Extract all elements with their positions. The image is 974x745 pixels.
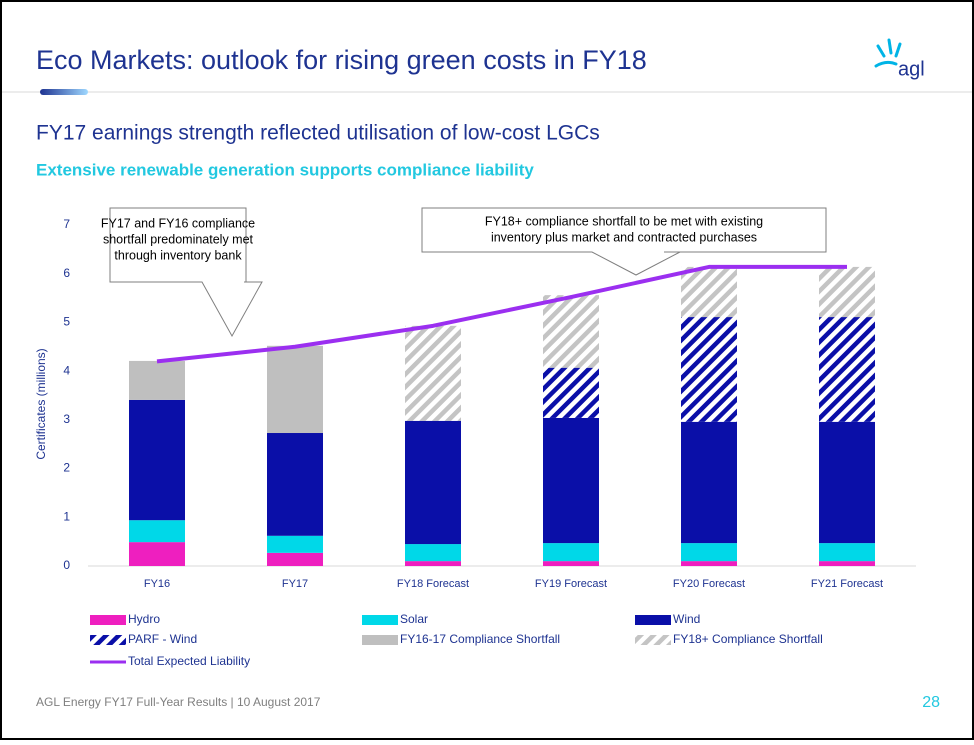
bar-segment <box>543 561 599 566</box>
bar-segment <box>819 543 875 562</box>
annotation-text: inventory plus market and contracted pur… <box>491 230 757 244</box>
legend-swatch <box>362 615 398 625</box>
title-accent <box>40 89 88 95</box>
x-tick-label: FY21 Forecast <box>811 578 883 590</box>
bar-segment <box>681 561 737 566</box>
bar-segment <box>681 266 737 318</box>
line <box>156 264 847 364</box>
annotation-text: shortfall predominately met <box>103 232 254 246</box>
bar-segment <box>129 542 185 566</box>
legend-label: Hydro <box>128 612 160 626</box>
bar-segment <box>543 543 599 562</box>
bar-segment <box>681 543 737 562</box>
x-tick-label: FY17 <box>282 578 308 590</box>
subtitle: FY17 earnings strength reflected utilisa… <box>36 122 600 145</box>
y-tick-label: 1 <box>63 509 70 523</box>
bar-segment <box>681 421 737 544</box>
page-number: 28 <box>922 694 940 711</box>
legend-swatch <box>635 615 671 625</box>
heading: Extensive renewable generation supports … <box>36 160 534 179</box>
x-tick-label: FY16 <box>144 578 170 590</box>
bar-segment <box>405 544 461 562</box>
bar-segment <box>819 561 875 566</box>
x-tick-label: FY20 Forecast <box>673 578 745 590</box>
bar-segment <box>267 433 323 536</box>
bar-segment <box>129 399 185 521</box>
bar-segment <box>267 552 323 566</box>
bar-segment <box>267 345 323 434</box>
legend-label: Total Expected Liability <box>128 654 250 668</box>
legend-label: Solar <box>400 612 428 626</box>
y-tick-label: 5 <box>63 315 70 329</box>
annotation-text: through inventory bank <box>114 248 242 262</box>
footer: AGL Energy FY17 Full-Year Results | 10 A… <box>36 695 321 709</box>
slide-title: Eco Markets: outlook for rising green co… <box>36 45 647 75</box>
legend-swatch <box>90 615 126 625</box>
y-tick-label: 4 <box>63 363 70 377</box>
bar-segment <box>819 266 875 318</box>
legend-swatch <box>362 635 398 645</box>
annotation-text: FY17 and FY16 compliance <box>101 216 255 230</box>
callout-box <box>109 207 263 338</box>
bar-segment <box>405 325 461 421</box>
bar-segment <box>405 420 461 545</box>
annotation-text: FY18+ compliance shortfall to be met wit… <box>485 214 763 228</box>
legend-label: Wind <box>673 612 700 626</box>
bar-segment <box>819 421 875 544</box>
y-tick-label: 7 <box>63 217 70 231</box>
bar-segment <box>543 295 599 368</box>
legend-label: PARF - Wind <box>128 632 197 646</box>
bar-segment <box>129 360 185 400</box>
logo: agl <box>874 38 925 80</box>
legend-swatch <box>635 635 671 645</box>
bar-segment <box>129 520 185 543</box>
bar-segment <box>543 417 599 544</box>
logo-text: agl <box>898 58 925 80</box>
y-axis-label: Certificates (millions) <box>34 348 48 459</box>
bar-segment <box>819 317 875 422</box>
y-tick-label: 0 <box>63 558 70 572</box>
x-tick-label: FY19 Forecast <box>535 578 607 590</box>
legend-label: FY18+ Compliance Shortfall <box>673 632 823 646</box>
legend-swatch <box>90 635 126 645</box>
y-tick-label: 6 <box>63 266 70 280</box>
bar-segment <box>543 367 599 418</box>
callout-box <box>421 207 827 276</box>
x-tick-label: FY18 Forecast <box>397 578 469 590</box>
legend-label: FY16-17 Compliance Shortfall <box>400 632 560 646</box>
y-tick-label: 2 <box>63 461 70 475</box>
y-tick-label: 3 <box>63 412 70 426</box>
bar-segment <box>405 561 461 566</box>
bar-segment <box>267 535 323 553</box>
bar-segment <box>681 317 737 422</box>
